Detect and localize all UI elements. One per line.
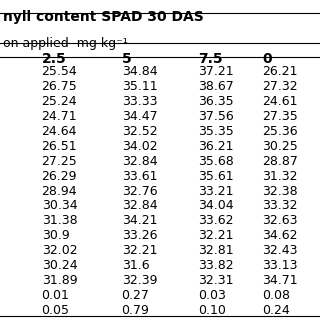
Text: 38.67: 38.67 [198, 80, 234, 93]
Text: 0.10: 0.10 [198, 304, 226, 317]
Text: 30.9: 30.9 [42, 229, 69, 242]
Text: 28.87: 28.87 [262, 155, 298, 168]
Text: 27.25: 27.25 [42, 155, 77, 168]
Text: 0.24: 0.24 [262, 304, 290, 317]
Text: 32.21: 32.21 [198, 229, 234, 242]
Text: 31.6: 31.6 [122, 259, 149, 272]
Text: 30.24: 30.24 [42, 259, 77, 272]
Text: 25.24: 25.24 [42, 95, 77, 108]
Text: 30.34: 30.34 [42, 199, 77, 212]
Text: 32.84: 32.84 [122, 199, 157, 212]
Text: 33.61: 33.61 [122, 170, 157, 183]
Text: 36.21: 36.21 [198, 140, 234, 153]
Text: 32.38: 32.38 [262, 185, 298, 197]
Text: 24.71: 24.71 [42, 110, 77, 123]
Text: 34.04: 34.04 [198, 199, 234, 212]
Text: 35.61: 35.61 [198, 170, 234, 183]
Text: 33.21: 33.21 [198, 185, 234, 197]
Text: 7.5: 7.5 [198, 52, 223, 67]
Text: 32.84: 32.84 [122, 155, 157, 168]
Text: 33.26: 33.26 [122, 229, 157, 242]
Text: 37.56: 37.56 [198, 110, 234, 123]
Text: 35.68: 35.68 [198, 155, 234, 168]
Text: 37.21: 37.21 [198, 65, 234, 78]
Text: 32.43: 32.43 [262, 244, 298, 257]
Text: 0.79: 0.79 [122, 304, 149, 317]
Text: 33.62: 33.62 [198, 214, 234, 228]
Text: nyll content SPAD 30 DAS: nyll content SPAD 30 DAS [3, 10, 204, 24]
Text: 24.61: 24.61 [262, 95, 298, 108]
Text: 34.84: 34.84 [122, 65, 157, 78]
Text: 33.32: 33.32 [262, 199, 298, 212]
Text: 31.38: 31.38 [42, 214, 77, 228]
Text: 34.47: 34.47 [122, 110, 157, 123]
Text: 32.63: 32.63 [262, 214, 298, 228]
Text: 32.02: 32.02 [42, 244, 77, 257]
Text: 5: 5 [122, 52, 131, 67]
Text: 34.21: 34.21 [122, 214, 157, 228]
Text: 35.35: 35.35 [198, 125, 234, 138]
Text: 27.35: 27.35 [262, 110, 298, 123]
Text: 34.02: 34.02 [122, 140, 157, 153]
Text: 33.33: 33.33 [122, 95, 157, 108]
Text: 35.11: 35.11 [122, 80, 157, 93]
Text: 32.76: 32.76 [122, 185, 157, 197]
Text: 28.94: 28.94 [42, 185, 77, 197]
Text: 32.31: 32.31 [198, 274, 234, 287]
Text: on applied  mg kg⁻¹: on applied mg kg⁻¹ [3, 36, 128, 50]
Text: 32.21: 32.21 [122, 244, 157, 257]
Text: 33.82: 33.82 [198, 259, 234, 272]
Text: 0.27: 0.27 [122, 289, 149, 302]
Text: 25.36: 25.36 [262, 125, 298, 138]
Text: 34.62: 34.62 [262, 229, 298, 242]
Text: 0.01: 0.01 [42, 289, 69, 302]
Text: 26.51: 26.51 [42, 140, 77, 153]
Text: 36.35: 36.35 [198, 95, 234, 108]
Text: 32.52: 32.52 [122, 125, 157, 138]
Text: 26.21: 26.21 [262, 65, 298, 78]
Text: 0: 0 [262, 52, 272, 67]
Text: 26.29: 26.29 [42, 170, 77, 183]
Text: 31.32: 31.32 [262, 170, 298, 183]
Text: 30.25: 30.25 [262, 140, 298, 153]
Text: 0.03: 0.03 [198, 289, 226, 302]
Text: 0.08: 0.08 [262, 289, 291, 302]
Text: 33.13: 33.13 [262, 259, 298, 272]
Text: 32.39: 32.39 [122, 274, 157, 287]
Text: 2.5: 2.5 [42, 52, 66, 67]
Text: 27.32: 27.32 [262, 80, 298, 93]
Text: 26.75: 26.75 [42, 80, 77, 93]
Text: 25.54: 25.54 [42, 65, 77, 78]
Text: 34.71: 34.71 [262, 274, 298, 287]
Text: 31.89: 31.89 [42, 274, 77, 287]
Text: 0.05: 0.05 [42, 304, 70, 317]
Text: 24.64: 24.64 [42, 125, 77, 138]
Text: 32.81: 32.81 [198, 244, 234, 257]
